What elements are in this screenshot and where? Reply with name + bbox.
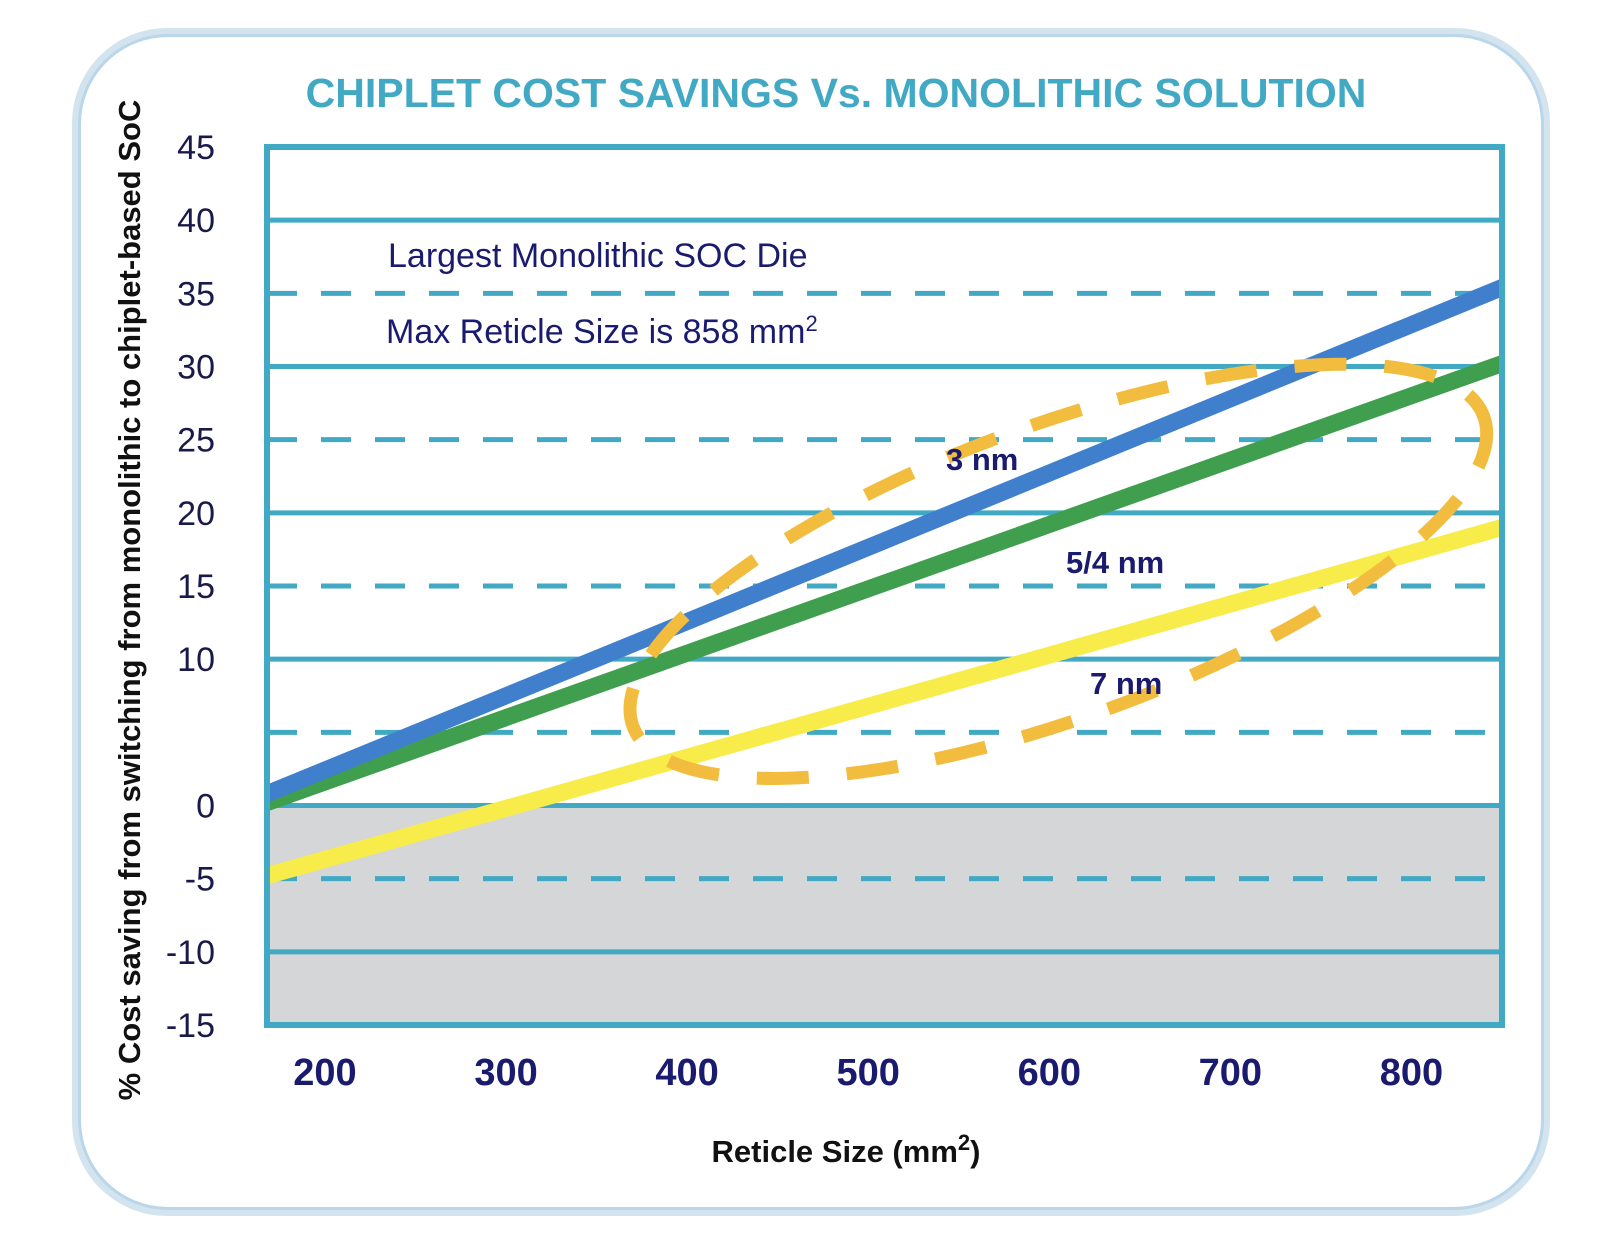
card-frame-inner <box>78 34 1544 1210</box>
x-tick-label: 700 <box>1199 1052 1262 1094</box>
y-tick-label: 30 <box>177 349 215 387</box>
x-axis-label: Reticle Size (mm2) <box>712 1130 981 1169</box>
y-tick-label: 10 <box>177 641 215 679</box>
y-tick-label: 45 <box>177 129 215 167</box>
x-axis-label-text: Reticle Size (mm <box>712 1134 958 1169</box>
y-tick-label: -10 <box>166 934 215 972</box>
series-label-5-4nm: 5/4 nm <box>1066 545 1164 580</box>
negative-region <box>267 805 1502 1025</box>
annotation-max-reticle-text: Max Reticle Size is 858 mm <box>386 313 805 351</box>
x-axis-ticks: 200 300 400 500 600 700 800 <box>293 1052 1443 1094</box>
y-tick-label: 25 <box>177 422 215 460</box>
annotation-max-reticle: Max Reticle Size is 858 mm2 <box>386 311 818 351</box>
y-axis-label: % Cost saving from switching from monoli… <box>112 100 147 1101</box>
series-line-7-nm <box>264 519 1505 884</box>
highlight-ellipse <box>623 357 1494 785</box>
annotation-largest-die: Largest Monolithic SOC Die <box>388 237 808 275</box>
series-label-7nm: 7 nm <box>1090 666 1162 701</box>
series-label-3nm: 3 nm <box>946 442 1018 477</box>
x-tick-label: 500 <box>836 1052 899 1094</box>
annotation-max-reticle-sup: 2 <box>805 311 817 336</box>
x-tick-label: 600 <box>1018 1052 1081 1094</box>
series-line-5-4-nm <box>264 355 1505 811</box>
y-tick-label: 0 <box>196 788 215 826</box>
y-axis-ticks: 45 40 35 30 25 20 15 10 0 -5 -10 -15 <box>166 129 215 1045</box>
highlight-ellipse-group <box>623 357 1494 785</box>
x-tick-label: 300 <box>474 1052 537 1094</box>
y-tick-label: 40 <box>177 202 215 240</box>
x-axis-label-end: ) <box>970 1134 980 1169</box>
plot-border <box>264 144 1505 1028</box>
x-tick-label: 400 <box>655 1052 718 1094</box>
x-tick-label: 200 <box>293 1052 356 1094</box>
y-tick-label: 35 <box>177 275 215 313</box>
x-axis-label-sup: 2 <box>958 1130 970 1155</box>
chart-title: CHIPLET COST SAVINGS Vs. MONOLITHIC SOLU… <box>306 70 1367 116</box>
y-tick-label: 20 <box>177 495 215 533</box>
y-tick-label: 15 <box>177 568 215 606</box>
y-tick-label: -15 <box>166 1007 215 1045</box>
y-tick-label: -5 <box>185 861 215 899</box>
x-tick-label: 800 <box>1380 1052 1443 1094</box>
